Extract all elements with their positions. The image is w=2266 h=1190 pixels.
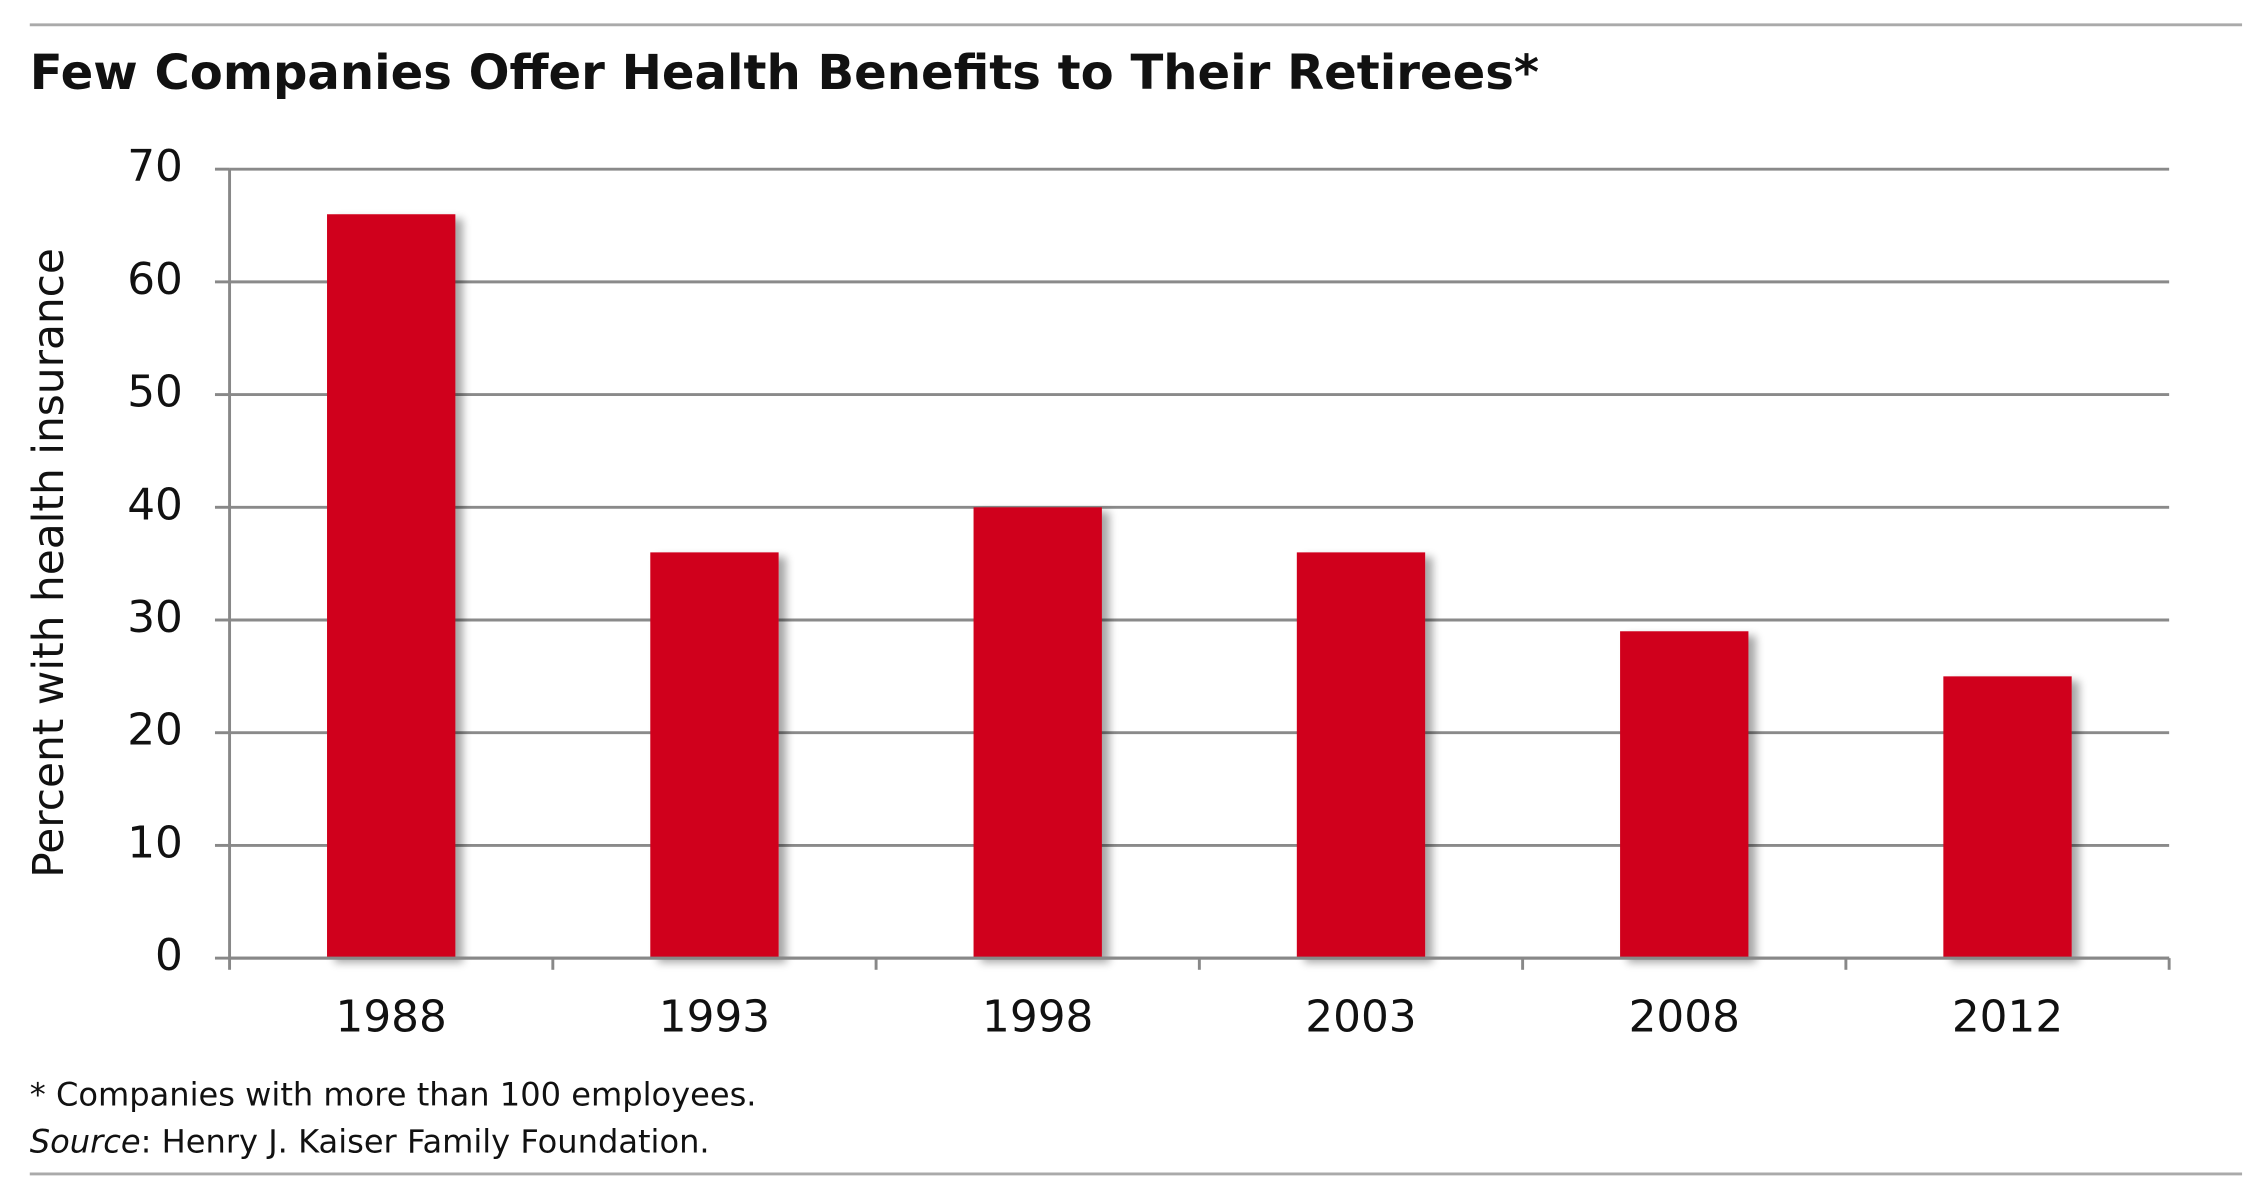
x-tick-label: 2012 [1952, 991, 2063, 1042]
source-text: : Henry J. Kaiser Family Foundation. [141, 1122, 710, 1160]
x-tick-label: 1998 [982, 991, 1093, 1042]
bar [973, 507, 1102, 959]
bar [327, 214, 456, 959]
bar [1620, 631, 1749, 959]
chart-title: Few Companies Offer Health Benefits to T… [30, 45, 1539, 101]
bar [1943, 676, 2072, 959]
y-tick-label: 40 [127, 479, 183, 530]
x-tick-label: 2008 [1629, 991, 1740, 1042]
y-axis-label: Percent with health insurance [24, 248, 73, 878]
bar [1296, 552, 1426, 959]
y-tick-label: 70 [127, 141, 183, 192]
footnote: * Companies with more than 100 employees… [30, 1076, 757, 1114]
source: Source: Henry J. Kaiser Family Foundatio… [30, 1122, 710, 1160]
bar [650, 552, 779, 959]
x-tick-label: 1993 [659, 991, 770, 1042]
y-tick-label: 60 [127, 254, 183, 305]
y-tick-label: 50 [127, 367, 183, 418]
x-tick-label: 2003 [1305, 991, 1416, 1042]
y-tick-label: 30 [127, 592, 183, 643]
y-tick-label: 0 [155, 930, 183, 981]
x-tick-label: 1988 [336, 991, 447, 1042]
y-tick-label: 10 [127, 817, 183, 868]
source-label: Source [30, 1122, 141, 1160]
y-tick-label: 20 [127, 705, 183, 756]
